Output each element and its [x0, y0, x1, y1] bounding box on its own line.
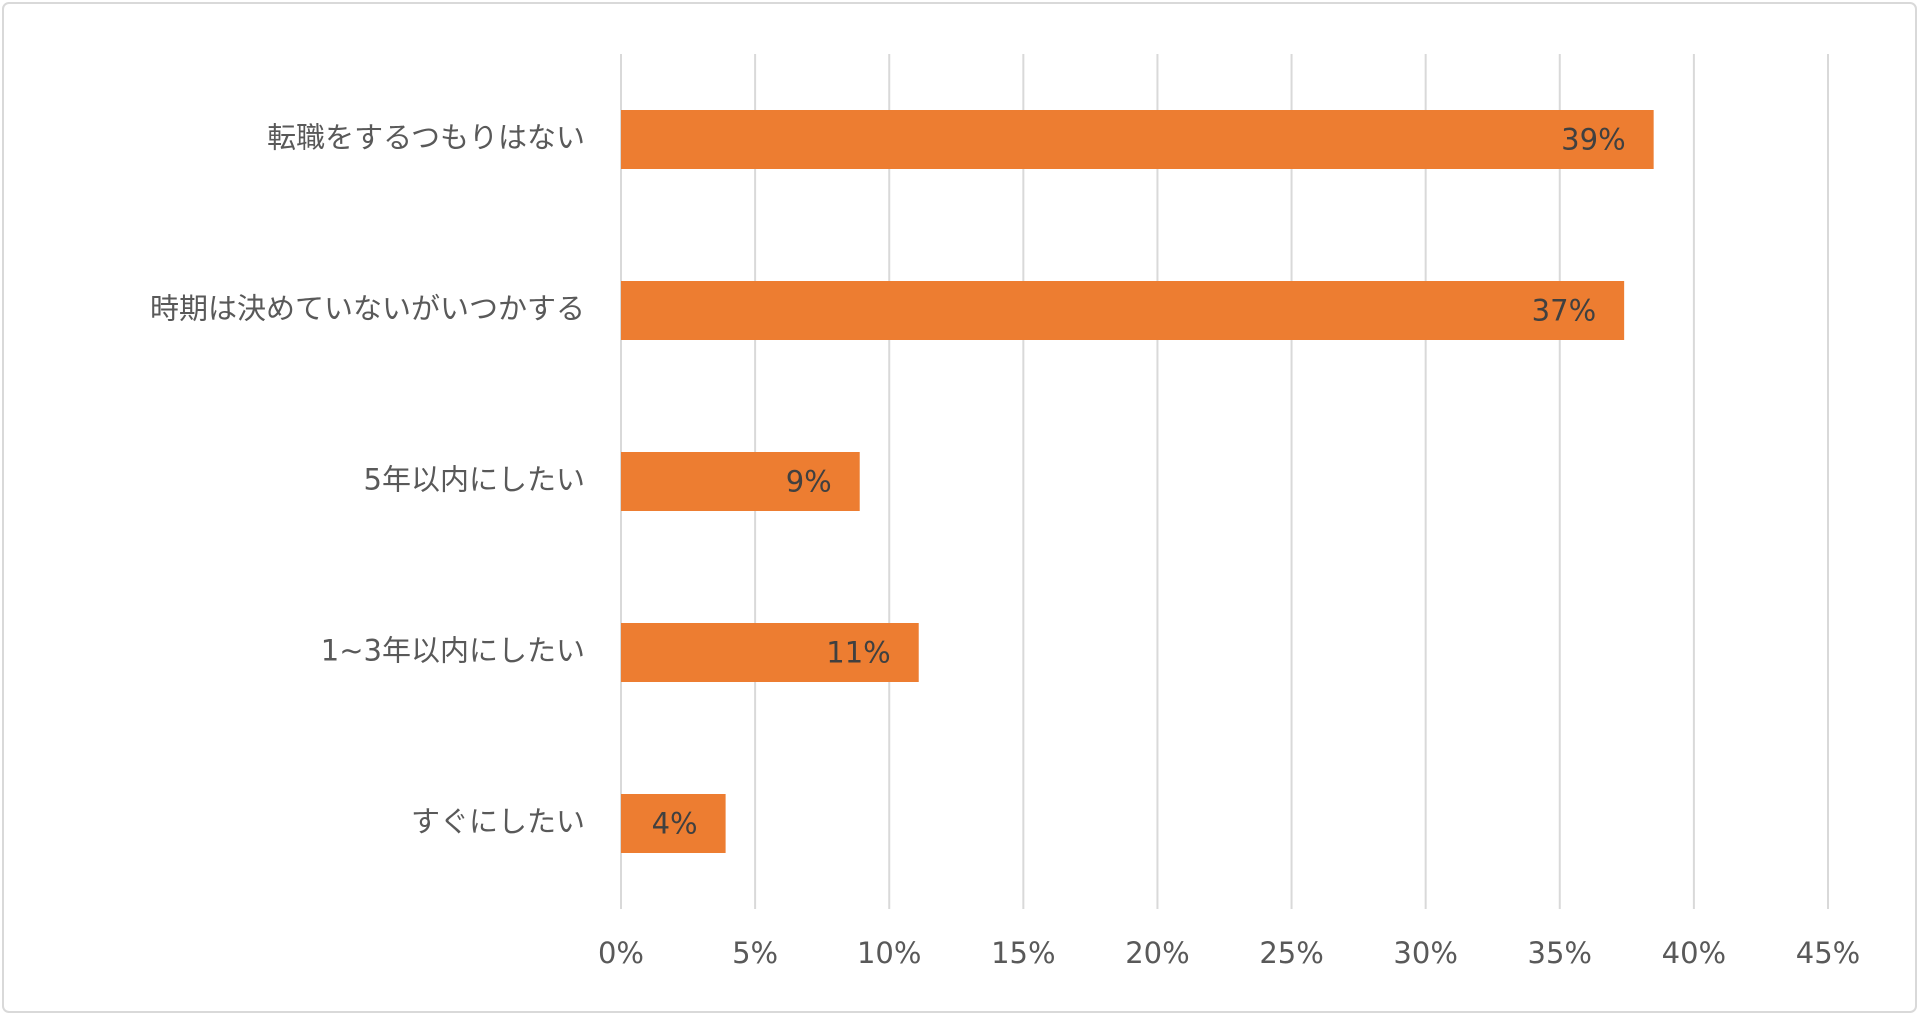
- y-tick-label: 転職をするつもりはない: [267, 121, 585, 155]
- x-tick-label: 45%: [1796, 936, 1860, 970]
- x-tick-label: 20%: [1125, 936, 1189, 970]
- data-label: 11%: [826, 636, 890, 670]
- x-tick-label: 25%: [1259, 936, 1323, 970]
- data-label: 9%: [786, 465, 832, 499]
- y-tick-label: 時期は決めていないがいつかする: [150, 292, 585, 326]
- data-label: 4%: [652, 807, 698, 841]
- data-label: 39%: [1561, 123, 1625, 157]
- x-tick-label: 40%: [1662, 936, 1726, 970]
- y-tick-label: 1~3年以内にしたい: [321, 634, 585, 668]
- y-tick-label: すぐにしたい: [411, 805, 585, 839]
- x-tick-label: 15%: [991, 936, 1055, 970]
- bar: [621, 281, 1625, 340]
- bar: [621, 794, 726, 853]
- bar: [621, 110, 1654, 169]
- bar: [621, 623, 919, 682]
- x-tick-label: 5%: [732, 936, 778, 970]
- x-tick-label: 30%: [1393, 936, 1457, 970]
- bar: [621, 452, 860, 511]
- x-tick-label: 0%: [598, 936, 644, 970]
- y-tick-label: 5年以内にしたい: [364, 463, 585, 497]
- data-label: 37%: [1532, 294, 1596, 328]
- x-tick-label: 35%: [1528, 936, 1592, 970]
- x-tick-label: 10%: [857, 936, 921, 970]
